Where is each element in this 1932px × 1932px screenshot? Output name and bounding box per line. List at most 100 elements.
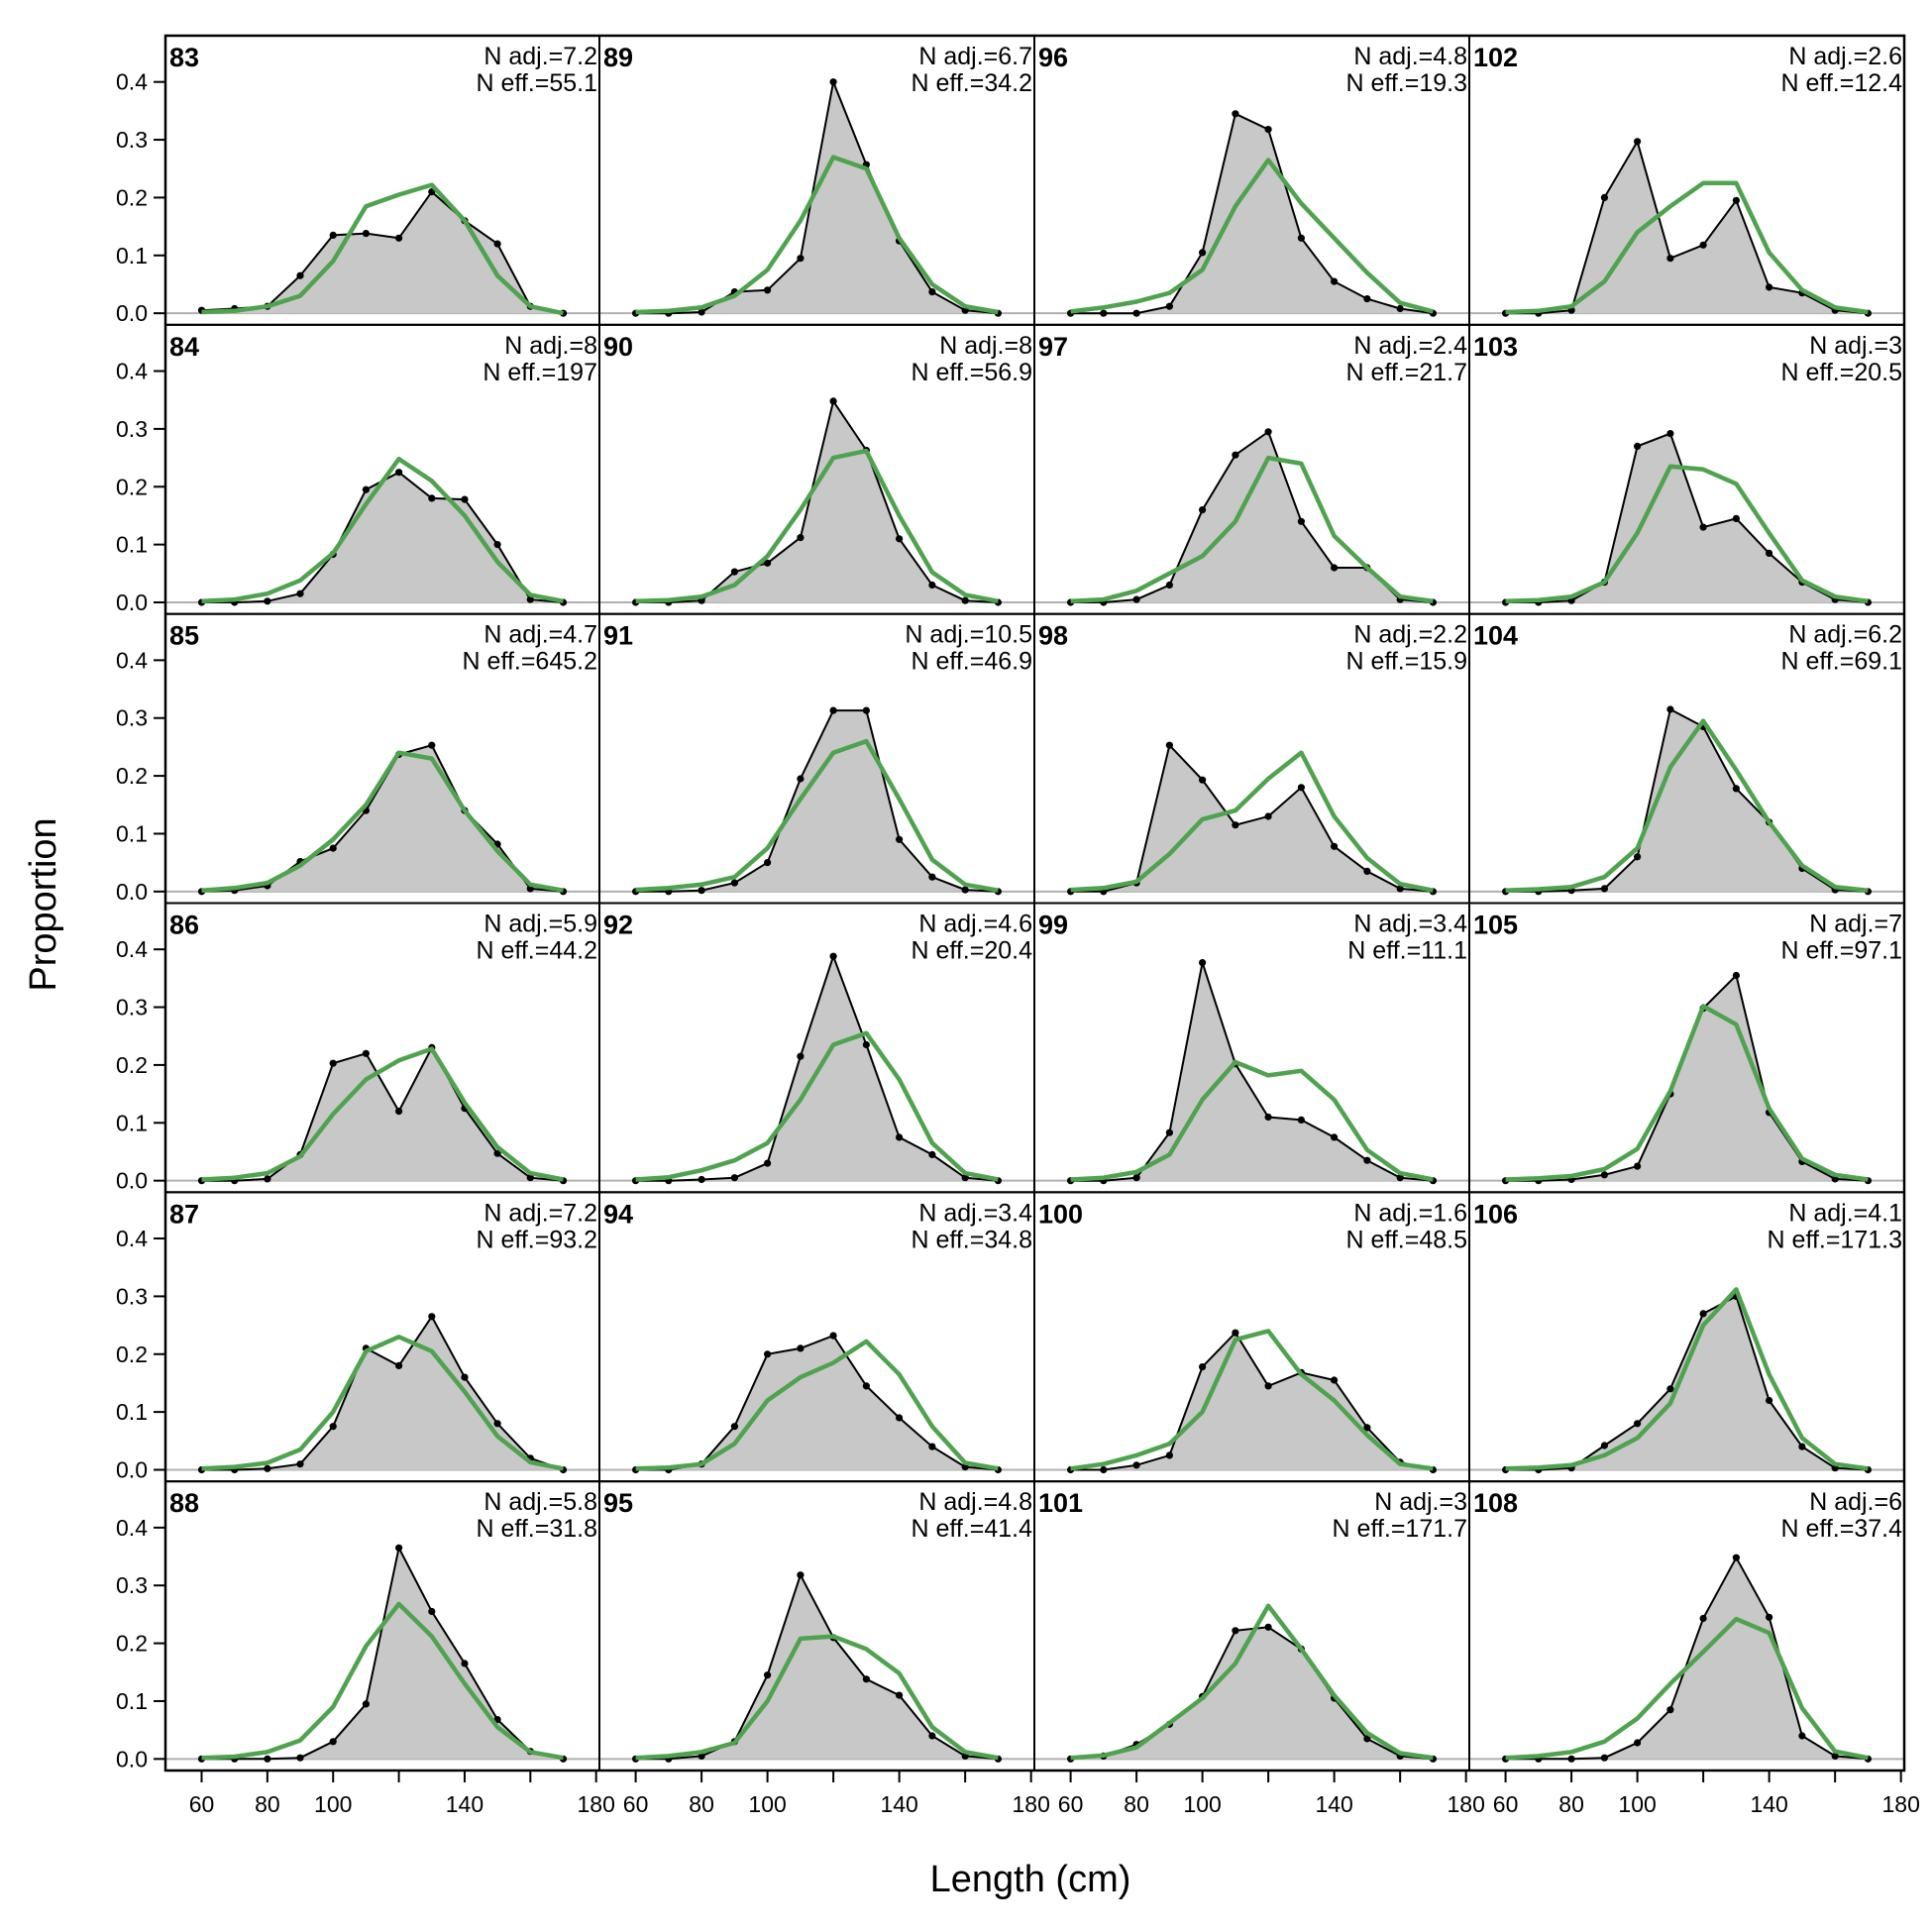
observed-point <box>329 1059 337 1067</box>
n-adj-label: N adj.=2.6 <box>1788 43 1902 70</box>
observed-point <box>296 1754 304 1762</box>
panel-label: 85 <box>169 621 199 651</box>
observed-point <box>1331 1376 1339 1384</box>
y-tick-label: 0.2 <box>116 184 148 210</box>
observed-point <box>428 494 436 502</box>
observed-area <box>201 1047 564 1181</box>
observed-point <box>1232 1627 1239 1635</box>
observed-point <box>1199 959 1207 967</box>
observed-point <box>829 952 837 960</box>
y-axis-label: Proportion <box>23 817 64 991</box>
observed-point <box>1363 295 1371 303</box>
observed-point <box>493 541 501 549</box>
panel-83: 83 N adj.=7.2N eff.=55.1 <box>164 35 600 326</box>
panel-97: 97 N adj.=2.4N eff.=21.7 <box>1033 323 1470 615</box>
observed-point <box>928 581 936 590</box>
observed-area <box>635 1336 999 1470</box>
panel-102: 102 N adj.=2.6N eff.=12.4 <box>1468 35 1905 326</box>
observed-line <box>201 1045 564 1182</box>
n-eff-label: N eff.=12.4 <box>1780 69 1902 97</box>
n-adj-label: N adj.=3.4 <box>918 1199 1032 1227</box>
observed-area <box>201 472 564 602</box>
observed-point <box>1165 1128 1173 1136</box>
observed-point <box>698 1175 705 1184</box>
expected-line <box>1505 718 1869 893</box>
panel-105: 105 N adj.=7N eff.=97.1 <box>1468 902 1905 1194</box>
observed-point <box>862 1040 871 1049</box>
x-tick-label: 80 <box>689 1791 714 1817</box>
expected-line <box>1070 455 1434 604</box>
observed-line <box>201 1314 564 1471</box>
expected-line <box>201 1335 564 1471</box>
n-eff-label: N eff.=645.2 <box>463 648 597 676</box>
y-tick-label: 0.4 <box>116 359 148 384</box>
panel-106: 106 N adj.=4.1N eff.=171.3 <box>1468 1191 1905 1483</box>
y-tick-label: 0.4 <box>116 647 148 673</box>
x-tick-label: 60 <box>189 1791 215 1817</box>
y-tick-label: 0.2 <box>116 1342 148 1367</box>
observed-point <box>896 1133 904 1141</box>
observed-area <box>201 1316 564 1470</box>
observed-point <box>928 1732 936 1740</box>
observed-point <box>296 1460 304 1468</box>
panel-103: 103 N adj.=3N eff.=20.5 <box>1468 323 1905 615</box>
y-tick-label: 0.4 <box>116 936 148 962</box>
observed-point <box>264 1175 271 1183</box>
observed-point <box>1732 785 1740 793</box>
panel-98: 98 N adj.=2.2N eff.=15.9 <box>1033 612 1470 905</box>
observed-point <box>730 568 739 576</box>
observed-point <box>493 240 501 248</box>
x-tick-label: 80 <box>1124 1791 1149 1817</box>
observed-point <box>1331 842 1339 850</box>
panel-87: 87 N adj.=7.2N eff.=93.2 <box>164 1191 600 1483</box>
panel-85: 85 N adj.=4.7N eff.=645.2 <box>164 612 600 905</box>
observed-area <box>201 191 564 314</box>
observed-point <box>1132 595 1140 603</box>
observed-line <box>635 1572 999 1761</box>
panel-label: 105 <box>1473 911 1518 940</box>
observed-point <box>329 1423 337 1431</box>
observed-point <box>1600 1754 1608 1762</box>
panel-86: 86 N adj.=5.9N eff.=44.2 <box>164 902 600 1194</box>
observed-point <box>1232 821 1239 829</box>
n-eff-label: N eff.=93.2 <box>476 1226 597 1253</box>
x-tick-label: 60 <box>1058 1791 1084 1817</box>
y-tick-label: 0.1 <box>116 532 148 558</box>
y-tick-label: 0.3 <box>116 1572 148 1598</box>
panel-label: 98 <box>1038 621 1068 651</box>
y-tick-label: 0.3 <box>116 1283 148 1309</box>
panel-label: 100 <box>1038 1199 1083 1229</box>
n-adj-label: N adj.=4.8 <box>1353 43 1467 70</box>
observed-area <box>201 745 564 892</box>
observed-point <box>862 1382 871 1390</box>
panels-grid: 83 N adj.=7.2N eff.=55.189 N adj.=6.7N eff… <box>164 35 1905 1771</box>
observed-point <box>961 886 969 894</box>
n-adj-label: N adj.=2.4 <box>1353 332 1467 360</box>
observed-point <box>730 1423 739 1431</box>
n-eff-label: N eff.=55.1 <box>476 69 597 97</box>
x-tick-label: 60 <box>1493 1791 1519 1817</box>
observed-point <box>1363 1735 1371 1743</box>
panel-label: 97 <box>1038 332 1068 362</box>
observed-area <box>201 1548 564 1760</box>
panel-84: 84 N adj.=8N eff.=197 <box>164 323 600 615</box>
y-tick-label: 0.3 <box>116 995 148 1020</box>
n-eff-label: N eff.=44.2 <box>476 937 597 965</box>
observed-point <box>896 1414 904 1422</box>
n-adj-label: N adj.=2.2 <box>1353 621 1467 649</box>
observed-point <box>1666 705 1674 713</box>
n-adj-label: N adj.=4.8 <box>918 1488 1032 1516</box>
observed-point <box>1363 867 1371 876</box>
expected-line <box>1070 750 1434 893</box>
panel-label: 84 <box>169 332 199 362</box>
y-tick-label: 0.3 <box>116 127 148 153</box>
panel-label: 87 <box>169 1199 199 1229</box>
observed-point <box>797 255 805 263</box>
observed-point <box>1264 126 1272 134</box>
expected-line <box>635 738 999 893</box>
observed-point <box>1264 1382 1272 1390</box>
n-eff-label: N eff.=41.4 <box>911 1515 1032 1543</box>
observed-line <box>1070 1626 1434 1761</box>
x-tick-label: 80 <box>255 1791 280 1817</box>
